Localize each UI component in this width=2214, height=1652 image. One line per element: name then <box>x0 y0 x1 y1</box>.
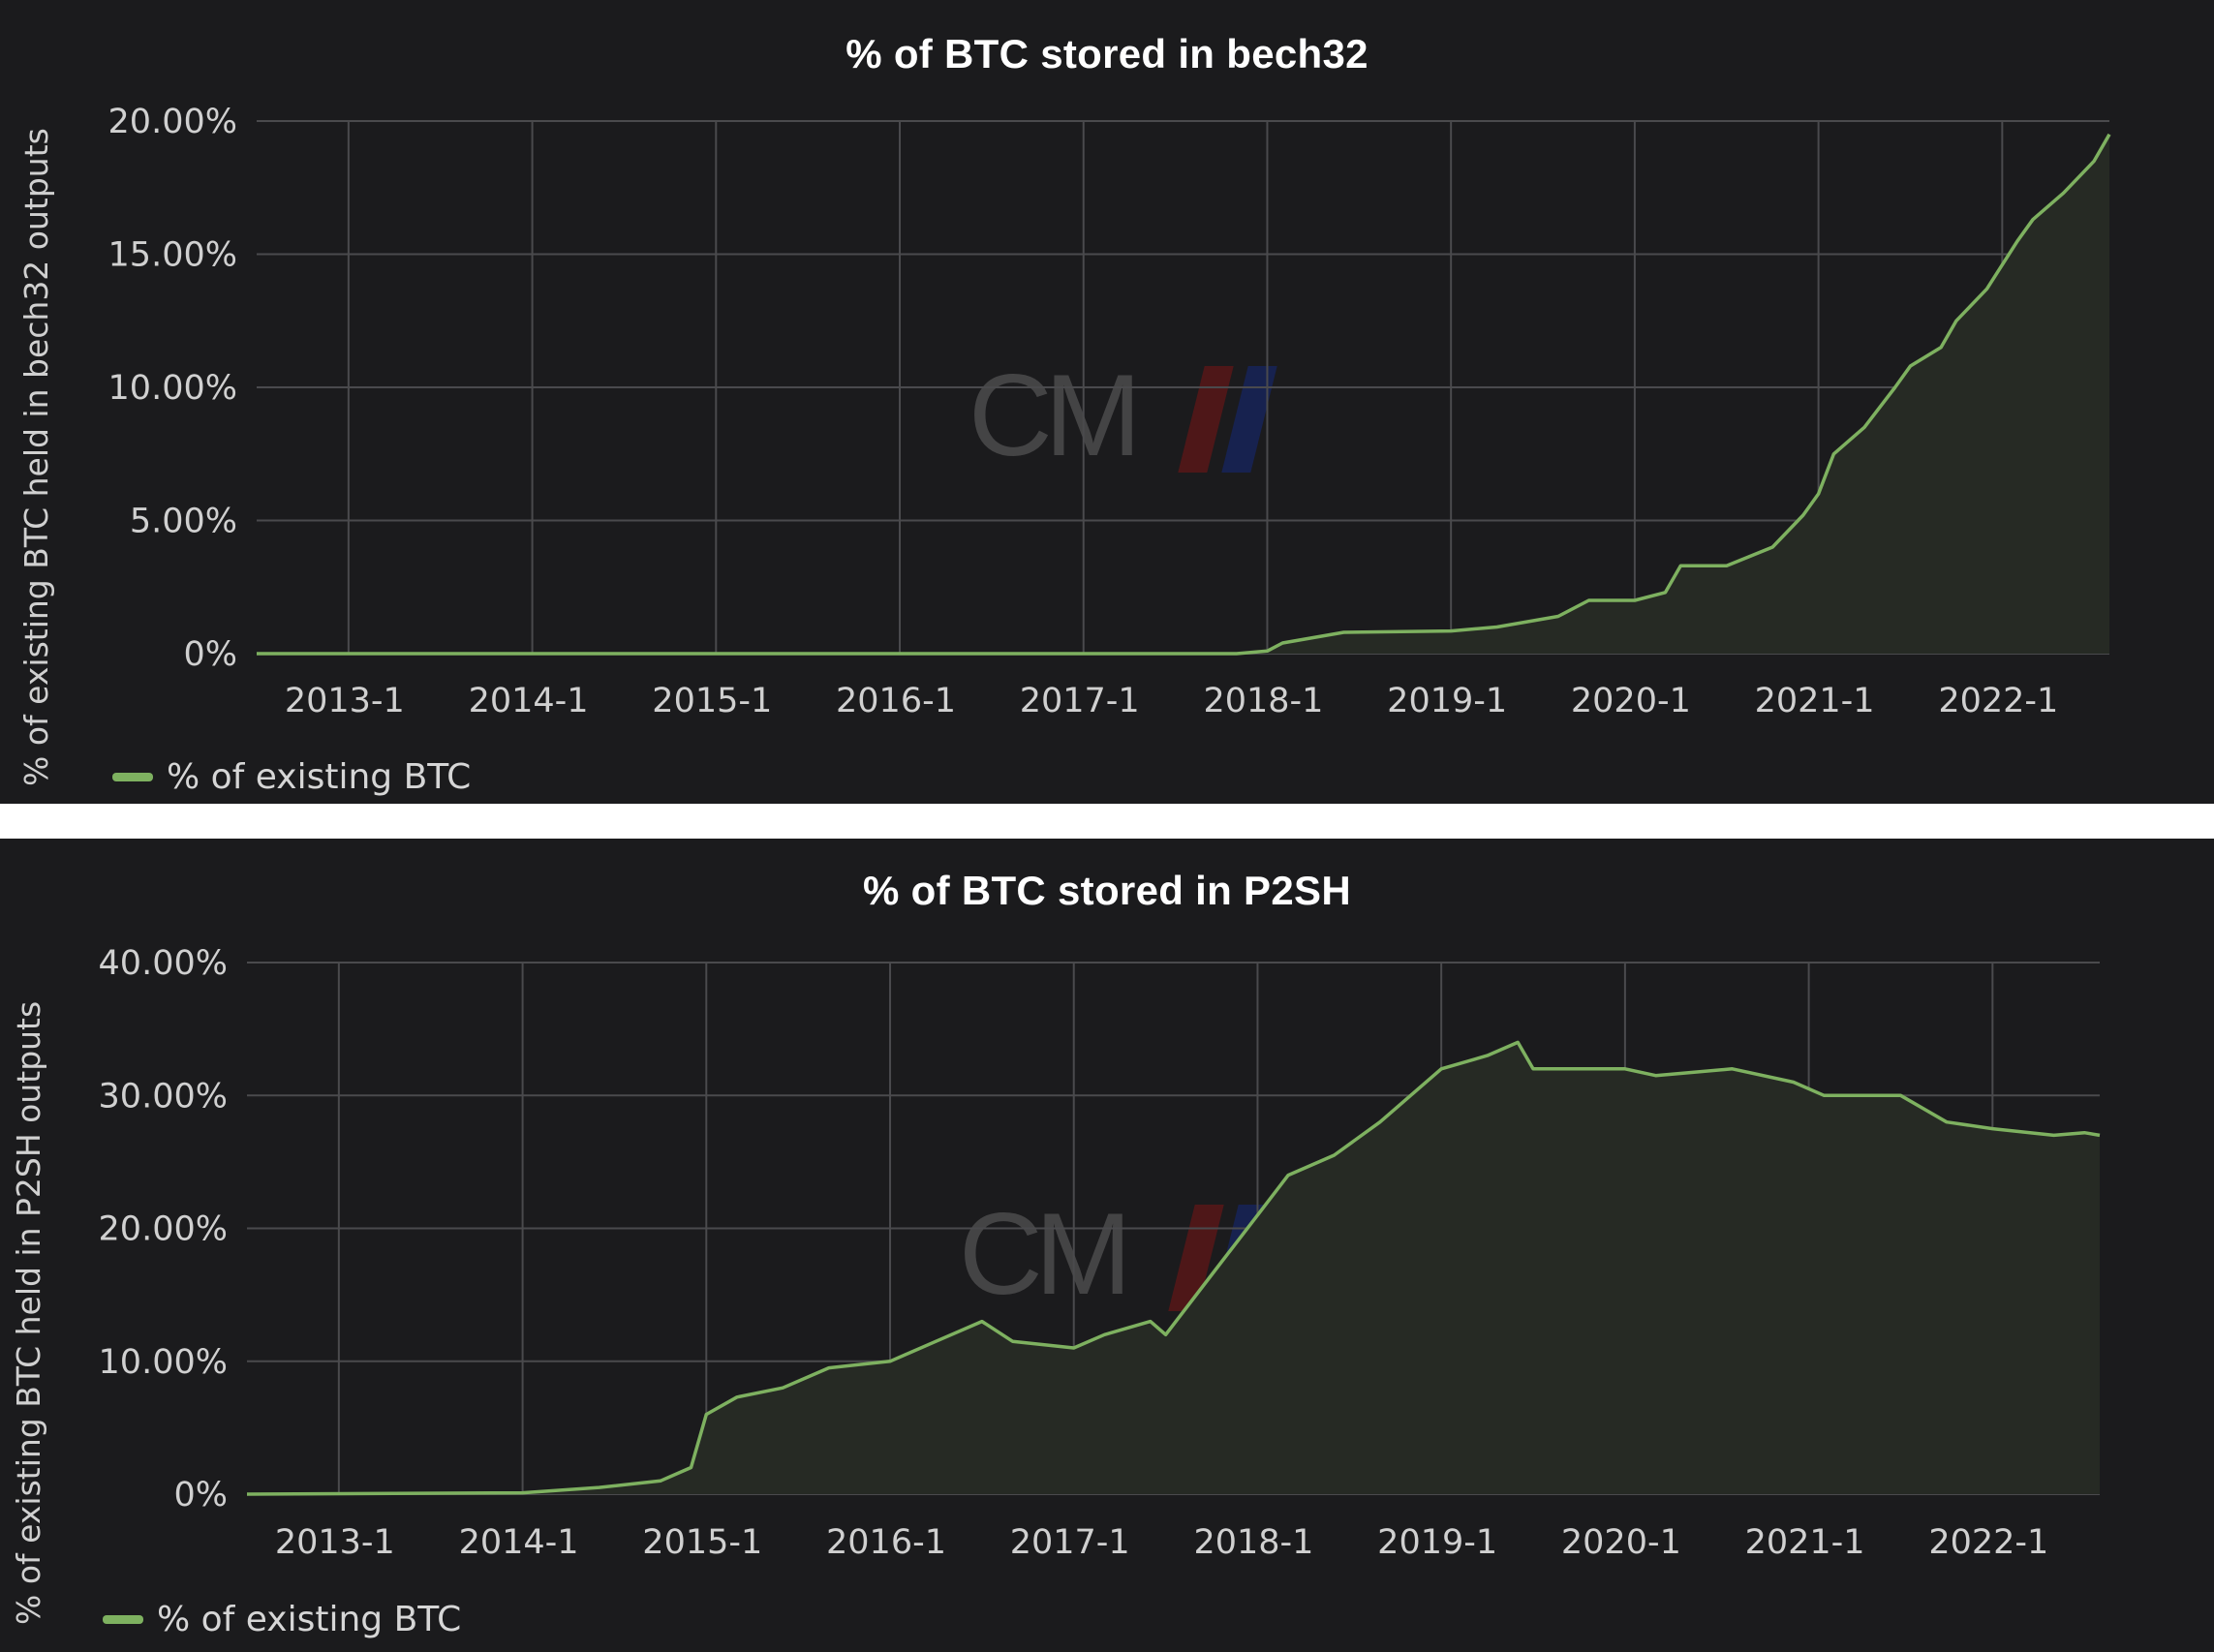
chart-panel-bech32: % of BTC stored in bech32 % of existing … <box>0 0 2214 804</box>
legend-swatch <box>103 1615 143 1624</box>
x-tick-label: 2013-1 <box>285 682 405 720</box>
chart-title: % of BTC stored in P2SH <box>863 868 1351 913</box>
legend-swatch <box>112 773 153 781</box>
chart-title: % of BTC stored in bech32 <box>846 31 1368 76</box>
x-tick-label: 2018-1 <box>1203 682 1323 720</box>
x-tick-label: 2017-1 <box>1010 1523 1130 1562</box>
x-tick-label: 2016-1 <box>836 682 956 720</box>
x-tick-label: 2019-1 <box>1377 1523 1497 1562</box>
y-tick-label: 20.00% <box>99 1210 228 1249</box>
series-line <box>246 1040 2101 1496</box>
x-tick-label: 2015-1 <box>652 682 772 720</box>
y-tick-label: 40.00% <box>99 944 228 983</box>
x-tick-label: 2020-1 <box>1561 1523 1681 1562</box>
y-tick-label: 10.00% <box>108 369 237 408</box>
series-area <box>247 1042 2100 1494</box>
legend[interactable]: % of existing BTC <box>103 1600 461 1639</box>
x-tick-label: 2021-1 <box>1755 682 1875 720</box>
series-line <box>257 133 2111 656</box>
y-tick-label: 20.00% <box>108 103 237 141</box>
x-tick-label: 2014-1 <box>459 1523 579 1562</box>
legend-label: % of existing BTC <box>157 1600 462 1639</box>
y-tick-label: 0% <box>183 635 237 674</box>
x-tick-label: 2020-1 <box>1571 682 1691 720</box>
y-tick-label: 0% <box>173 1476 228 1514</box>
y-tick-label: 15.00% <box>108 236 237 275</box>
x-tick-label: 2014-1 <box>469 682 589 720</box>
watermark-text: CM <box>969 351 1142 480</box>
legend-label: % of existing BTC <box>167 757 472 797</box>
plot-area-p2sh: 0% 10.00% 20.00% 30.00% 40.00% 2013-1 2014-1 20… <box>99 944 2101 1562</box>
plot-area-bech32: 0% 5.00% 10.00% 15.00% 20.00% 2013-1 2014-1 201… <box>108 103 2111 720</box>
x-tick-label: 2018-1 <box>1193 1523 1313 1562</box>
x-tick-label: 2015-1 <box>642 1523 762 1562</box>
y-tick-label: 10.00% <box>99 1343 228 1382</box>
x-tick-label: 2013-1 <box>275 1523 395 1562</box>
x-tick-label: 2022-1 <box>1938 682 2058 720</box>
series-area <box>257 134 2109 655</box>
legend[interactable]: % of existing BTC <box>112 757 471 797</box>
x-tick-label: 2021-1 <box>1745 1523 1865 1562</box>
chart-panel-p2sh: % of BTC stored in P2SH % of existing BT… <box>0 839 2214 1652</box>
x-tick-label: 2017-1 <box>1020 682 1140 720</box>
y-tick-label: 5.00% <box>130 503 237 541</box>
x-tick-label: 2019-1 <box>1387 682 1507 720</box>
y-tick-label: 30.00% <box>99 1077 228 1116</box>
watermark-text: CM <box>959 1189 1132 1319</box>
x-tick-label: 2022-1 <box>1928 1523 2048 1562</box>
x-tick-label: 2016-1 <box>826 1523 946 1562</box>
